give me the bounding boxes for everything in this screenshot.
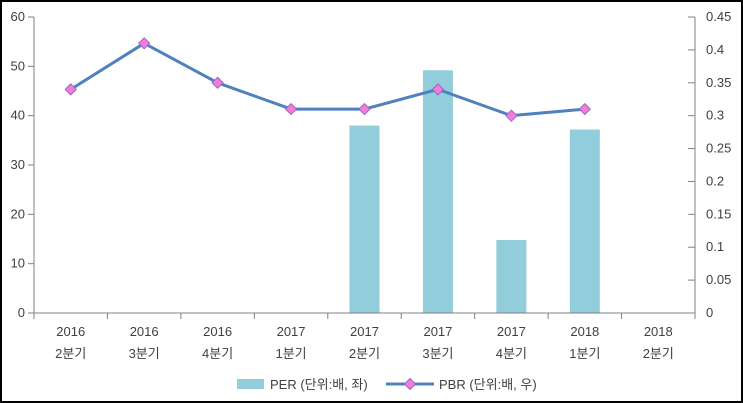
right-axis-tick-label: 0.05 — [706, 272, 731, 287]
left-axis-tick-label: 10 — [11, 256, 25, 271]
left-axis-tick-label: 60 — [11, 9, 25, 24]
left-axis-tick-label: 50 — [11, 58, 25, 73]
x-category-quarter-label: 2분기 — [349, 346, 380, 361]
per-bar — [569, 129, 600, 313]
pbr-line — [69, 41, 587, 118]
right-axis-tick-label: 0.2 — [706, 173, 724, 188]
right-axis-tick-label: 0.3 — [706, 108, 724, 123]
x-category-year-label: 2017 — [277, 324, 306, 339]
pbr-marker-diamond — [358, 102, 371, 116]
right-axis-tick-label: 0.45 — [706, 9, 731, 24]
x-category-quarter-label: 3분기 — [129, 346, 160, 361]
per-bar — [496, 239, 527, 313]
pbr-marker-diamond — [211, 76, 224, 89]
x-category-year-label: 2017 — [497, 324, 526, 339]
x-category-quarter-label: 4분기 — [496, 346, 527, 361]
right-axis-tick-label: 0.35 — [706, 75, 731, 90]
x-category-year-label: 2017 — [350, 324, 379, 339]
x-category-quarter-label: 3분기 — [422, 346, 453, 361]
left-axis-tick-label: 0 — [18, 305, 25, 320]
x-category-quarter-label: 2분기 — [643, 346, 674, 361]
pbr-marker-diamond — [505, 109, 518, 122]
right-axis-tick-label: 0.25 — [706, 141, 731, 156]
pbr-marker-diamond — [284, 102, 298, 116]
x-category-year-label: 2018 — [570, 324, 599, 339]
per-bar — [349, 125, 380, 314]
x-category-year-label: 2016 — [203, 324, 232, 339]
x-category-year-label: 2017 — [423, 324, 452, 339]
left-axis-tick-label: 40 — [11, 108, 25, 123]
right-axis-tick-label: 0.4 — [706, 42, 724, 57]
x-category-year-label: 2016 — [130, 324, 159, 339]
pbr-marker-diamond — [431, 83, 445, 96]
legend-per-label: PER (단위:배, 좌) — [270, 377, 368, 392]
right-axis-tick-label: 0.15 — [706, 206, 731, 221]
legend-pbr-diamond — [403, 377, 417, 391]
right-axis-tick-label: 0 — [706, 305, 713, 320]
x-category-quarter-label: 1분기 — [569, 346, 600, 361]
x-category-year-label: 2018 — [644, 324, 673, 339]
x-category-quarter-label: 4분기 — [202, 346, 233, 361]
pbr-marker-diamond — [64, 83, 77, 96]
x-category-quarter-label: 2분기 — [55, 346, 86, 361]
left-axis-tick-label: 20 — [11, 206, 25, 221]
x-category-quarter-label: 1분기 — [275, 346, 306, 361]
right-axis-tick-label: 0.1 — [706, 239, 724, 254]
left-axis-tick-label: 30 — [11, 157, 25, 172]
legend-per-swatch — [237, 379, 264, 389]
legend-pbr-label: PBR (단위:배, 우) — [439, 377, 537, 392]
pbr-marker-diamond — [578, 102, 592, 116]
x-category-year-label: 2016 — [56, 324, 85, 339]
per-bar — [422, 70, 453, 313]
pbr-marker-diamond — [137, 37, 151, 50]
